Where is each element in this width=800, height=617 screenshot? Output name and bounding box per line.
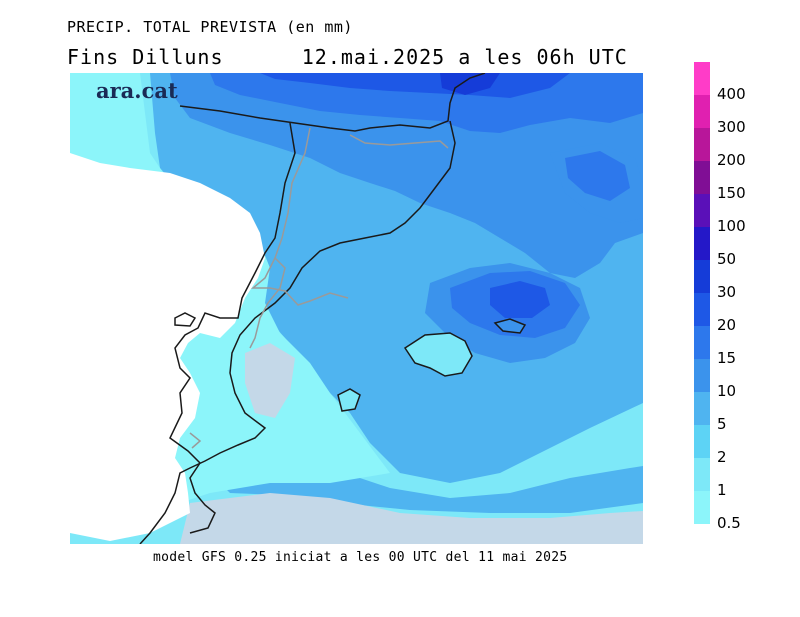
- legend-label: 400: [717, 85, 746, 103]
- legend-label: 1: [717, 481, 727, 499]
- precip-zone-20mm-east: [490, 281, 550, 318]
- legend-label: 0.5: [717, 514, 741, 532]
- island-mallorca: [403, 332, 473, 377]
- legend-swatch: [694, 293, 710, 326]
- legend-label: 10: [717, 382, 737, 400]
- precipitation-map: ara.cat: [70, 73, 643, 544]
- chart-title: PRECIP. TOTAL PREVISTA (en mm): [67, 18, 353, 36]
- inland-border: [169, 122, 296, 534]
- legend-swatch: [694, 128, 710, 161]
- legend-label: 50: [717, 250, 737, 268]
- island-ibiza: [337, 388, 361, 412]
- legend-swatch: [694, 458, 710, 491]
- chart-subtitle: Fins Dilluns 12.mai.2025 a les 06h UTC: [67, 45, 628, 69]
- subtitle-day: Fins Dilluns: [67, 45, 224, 69]
- map-canvas: ara.cat: [70, 73, 643, 544]
- legend-swatch: [694, 491, 710, 524]
- coastline: [139, 73, 486, 544]
- subtitle-date: 12.mai.2025 a les 06h UTC: [301, 45, 628, 69]
- island-menorca: [493, 318, 527, 334]
- legend-label: 200: [717, 151, 746, 169]
- precip-zone-15mm-ne: [565, 151, 630, 201]
- legend-swatch: [694, 194, 710, 227]
- legend-label: 30: [717, 283, 737, 301]
- legend-label: 20: [717, 316, 737, 334]
- legend-swatch: [694, 392, 710, 425]
- legend-swatch: [694, 326, 710, 359]
- logo-text: ara.cat: [96, 78, 178, 103]
- sea-no-precip-west: [245, 343, 295, 418]
- legend-swatch: [694, 260, 710, 293]
- regional-border: [189, 127, 449, 449]
- sea-no-precip-south: [180, 493, 643, 544]
- legend-swatch: [694, 161, 710, 194]
- legend-label: 15: [717, 349, 737, 367]
- legend-label: 150: [717, 184, 746, 202]
- model-info-footer: model GFS 0.25 iniciat a les 00 UTC del …: [153, 550, 568, 565]
- legend-label: 300: [717, 118, 746, 136]
- legend-label: 5: [717, 415, 727, 433]
- legend-swatch: [694, 227, 710, 260]
- legend-swatch: [694, 95, 710, 128]
- legend-label: 100: [717, 217, 746, 235]
- legend-label: 2: [717, 448, 727, 466]
- legend-swatch: [694, 359, 710, 392]
- color-legend: [694, 62, 710, 524]
- land-iberia: [70, 153, 265, 541]
- legend-swatch: [694, 425, 710, 458]
- legend-swatch: [694, 62, 710, 95]
